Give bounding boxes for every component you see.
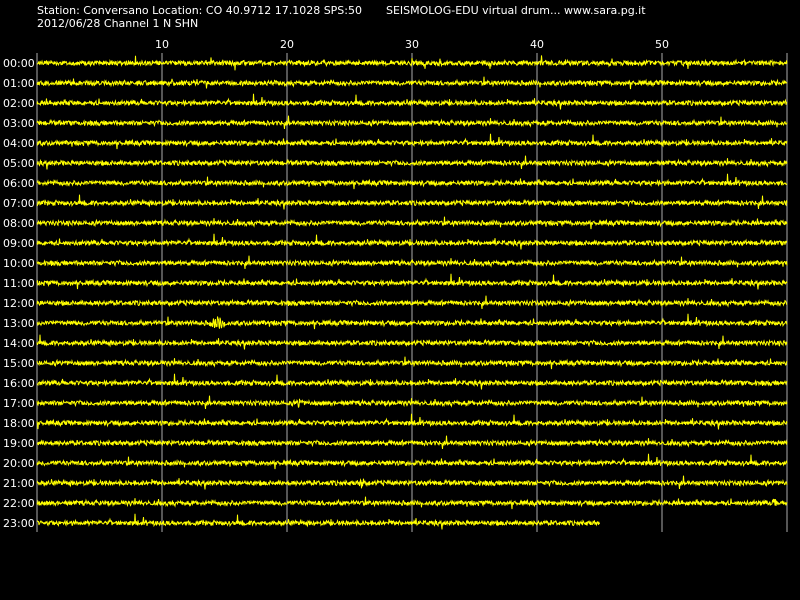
hour-labels: 00:00 01:00 02:00 03:00 04:00 05:00 06:00 07:00… (3, 57, 35, 530)
trace-row (36, 76, 788, 90)
hour-label: 21:00 (3, 477, 35, 490)
trace-row (36, 155, 788, 170)
trace-row (37, 513, 600, 530)
hour-label: 19:00 (3, 437, 35, 450)
minute-tick-label: 40 (530, 38, 544, 51)
trace-row (36, 233, 787, 250)
trace-row (36, 475, 788, 490)
hour-label: 10:00 (3, 257, 35, 270)
hour-label: 11:00 (3, 277, 35, 290)
hour-label: 08:00 (3, 217, 35, 230)
date-channel-info: 2012/06/28 Channel 1 N SHN (37, 17, 199, 30)
hour-label: 23:00 (3, 517, 35, 530)
trace-row (37, 373, 788, 390)
hour-label: 15:00 (3, 357, 35, 370)
trace-row (36, 273, 788, 290)
hour-label: 12:00 (3, 297, 35, 310)
hour-label: 04:00 (3, 137, 35, 150)
trace-row (36, 295, 788, 310)
trace-row (36, 55, 788, 71)
minute-tick-label: 30 (405, 38, 419, 51)
minute-tick-label: 10 (155, 38, 169, 51)
trace-row (36, 313, 788, 330)
hour-label: 06:00 (3, 177, 35, 190)
grid (36, 53, 788, 532)
hour-label: 03:00 (3, 117, 35, 130)
hour-label: 02:00 (3, 97, 35, 110)
minute-tick-label: 20 (280, 38, 294, 51)
trace-row (36, 115, 788, 130)
trace-row (36, 216, 788, 230)
hour-label: 13:00 (3, 317, 35, 330)
trace-row (36, 93, 788, 110)
trace-row (36, 413, 788, 430)
hour-label: 07:00 (3, 197, 35, 210)
trace-row (36, 496, 788, 510)
trace-row (36, 395, 788, 410)
trace-row (36, 173, 788, 190)
trace-row (36, 255, 788, 270)
minute-axis: 10 20 30 40 50 (155, 38, 669, 51)
hour-label: 05:00 (3, 157, 35, 170)
station-info: Station: Conversano Location: CO 40.9712… (37, 4, 362, 17)
trace-row (36, 453, 788, 470)
hour-label: 22:00 (3, 497, 35, 510)
trace-row (36, 133, 788, 150)
trace-row (36, 194, 788, 210)
hour-label: 16:00 (3, 377, 35, 390)
traces (36, 55, 788, 530)
hour-label: 20:00 (3, 457, 35, 470)
trace-row (36, 356, 788, 370)
hour-label: 01:00 (3, 77, 35, 90)
app-title: SEISMOLOG-EDU virtual drum... www.sara.p… (386, 4, 646, 17)
hour-label: 18:00 (3, 417, 35, 430)
hour-label: 00:00 (3, 57, 35, 70)
minute-tick-label: 50 (655, 38, 669, 51)
trace-row (36, 435, 788, 450)
trace-row (36, 334, 788, 350)
hour-label: 14:00 (3, 337, 35, 350)
hour-label: 09:00 (3, 237, 35, 250)
hour-label: 17:00 (3, 397, 35, 410)
